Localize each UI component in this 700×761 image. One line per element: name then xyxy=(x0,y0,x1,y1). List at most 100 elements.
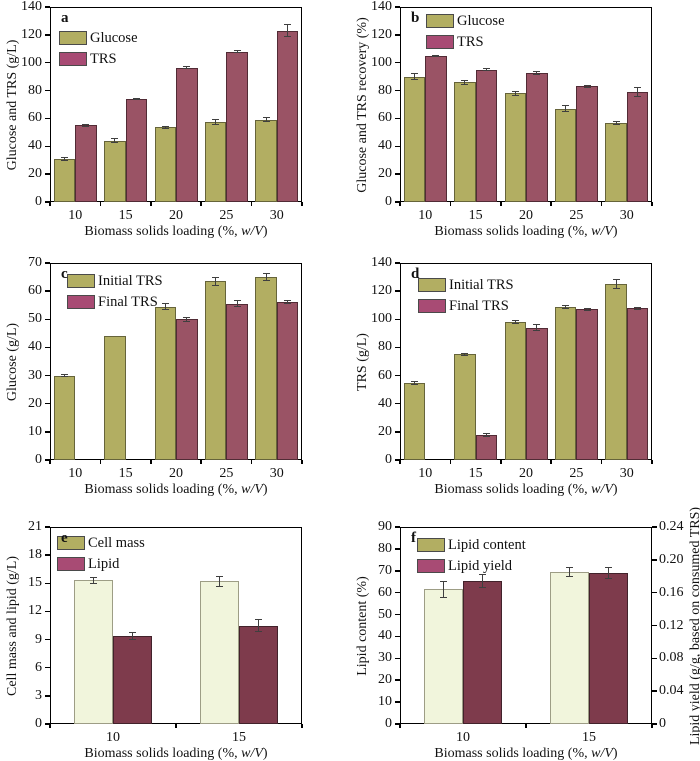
bar xyxy=(454,82,476,202)
error-bar-line xyxy=(586,85,588,88)
x-axis-tick xyxy=(99,202,102,206)
y-tick-label: 9 xyxy=(35,631,42,647)
x-axis-title-suffix: ) xyxy=(262,482,268,497)
x-axis-title-suffix: ) xyxy=(612,746,618,761)
x-axis-tick xyxy=(550,460,552,464)
error-bar-cap xyxy=(566,575,573,577)
error-bar-cap xyxy=(284,303,292,305)
error-bar-cap xyxy=(612,123,620,125)
error-bar-line xyxy=(63,374,65,377)
error-bar-line xyxy=(569,567,570,577)
error-bar-cap xyxy=(183,65,191,67)
y-axis-tick xyxy=(45,117,50,120)
x-axis-tick xyxy=(200,202,202,206)
error-bar-line xyxy=(164,303,166,310)
y-axis-tick xyxy=(395,723,400,725)
y-tick-label: 140 xyxy=(371,0,392,14)
x-axis-title-prefix: Biomass solids loading (%, xyxy=(434,746,592,761)
x-axis-title-italic: w/V xyxy=(591,224,613,239)
y-axis-tick xyxy=(45,459,50,461)
y-axis-tick xyxy=(395,591,400,594)
legend-label: Glucose xyxy=(457,12,505,29)
y-tick-label: 21 xyxy=(28,519,42,534)
y-tick-label: 0 xyxy=(385,194,392,209)
y-axis-tick xyxy=(45,582,50,585)
x-tick-label: 20 xyxy=(168,466,183,481)
error-bar-line xyxy=(413,73,415,80)
error-bar-cap xyxy=(129,632,136,634)
bar xyxy=(226,303,248,460)
y-tick-label: 15 xyxy=(28,575,42,591)
panel-a: 0 20 40 60 80 100 120 140 10 15 20 25 30 Biomass soli… xyxy=(0,0,350,239)
error-bar-line xyxy=(637,307,639,309)
y-tick-label: 20 xyxy=(28,395,42,411)
error-bar-line xyxy=(265,117,267,122)
bar xyxy=(204,121,227,202)
y-axis-tick xyxy=(45,262,50,264)
x-axis-tick xyxy=(301,202,303,206)
error-bar-cap xyxy=(533,324,541,326)
plot-box xyxy=(50,527,302,724)
x-axis-tick xyxy=(500,202,502,206)
x-axis-title-italic: w/V xyxy=(591,746,613,761)
bar xyxy=(626,91,649,202)
bar xyxy=(403,76,426,202)
error-bar-cap xyxy=(262,273,270,275)
bar xyxy=(550,571,589,724)
bar xyxy=(605,122,627,202)
y-axis-title: Cell mass and lipid (g/L) xyxy=(5,555,20,696)
error-bar-line xyxy=(258,619,259,632)
y-axis-tick xyxy=(395,701,400,703)
x-axis-title-prefix: Biomass solids loading (%, xyxy=(84,746,242,761)
y2-tick-label: 0.12 xyxy=(659,617,684,633)
error-bar-line xyxy=(514,91,516,96)
y-tick-label: 10 xyxy=(378,694,392,710)
error-bar-cap xyxy=(233,52,241,54)
y-axis-tick xyxy=(395,613,400,616)
bar xyxy=(276,30,299,202)
legend-swatch xyxy=(418,278,446,292)
legend-label: Final TRS xyxy=(98,293,158,310)
error-bar-cap xyxy=(60,376,68,378)
error-bar-cap xyxy=(60,373,68,375)
x-axis-title-prefix: Biomass solids loading (%, xyxy=(434,224,592,239)
error-bar-line xyxy=(565,305,567,309)
y-axis-tick xyxy=(395,431,400,433)
error-bar-line xyxy=(514,320,516,324)
legend-swatch xyxy=(67,295,95,309)
y2-axis-tick xyxy=(652,559,657,561)
bar xyxy=(104,140,126,202)
x-tick-label: 25 xyxy=(219,466,234,481)
error-bar-cap xyxy=(262,121,270,123)
x-axis-tick xyxy=(600,202,603,206)
y-tick-label: 140 xyxy=(21,0,42,14)
x-tick-label: 25 xyxy=(569,466,584,481)
error-bar-cap xyxy=(533,330,541,332)
y-tick-label: 0 xyxy=(385,452,392,467)
error-bar-cap xyxy=(255,619,262,621)
error-bar-cap xyxy=(161,308,169,310)
x-axis-title-suffix: ) xyxy=(612,224,618,239)
bar xyxy=(526,327,548,460)
x-tick-label: 15 xyxy=(232,730,246,745)
y-axis-tick xyxy=(395,548,400,550)
error-bar-line xyxy=(435,55,437,57)
x-axis-tick xyxy=(99,460,102,464)
panel-f: 0 10 20 30 40 50 60 70 80 90 0 0.04 0.08 0.12 0.16 0.20… xyxy=(350,495,700,761)
error-bar-cap xyxy=(82,125,90,127)
panel-d: 0 20 40 60 80 100 120 140 10 15 20 25 30 Biomass soli… xyxy=(350,232,700,497)
error-bar-cap xyxy=(562,110,570,112)
error-bar-cap xyxy=(583,307,591,309)
y-tick-label: 20 xyxy=(28,166,42,182)
error-bar-cap xyxy=(583,309,591,311)
x-tick-label: 20 xyxy=(518,466,533,481)
y-axis-tick xyxy=(45,6,50,8)
error-bar-cap xyxy=(216,576,223,578)
y-axis-tick xyxy=(45,666,50,669)
bar xyxy=(605,284,627,460)
x-axis-tick xyxy=(651,724,653,728)
bar xyxy=(526,73,548,202)
bar xyxy=(125,98,148,202)
error-bar-cap xyxy=(440,596,447,598)
y-tick-label: 120 xyxy=(371,26,392,42)
